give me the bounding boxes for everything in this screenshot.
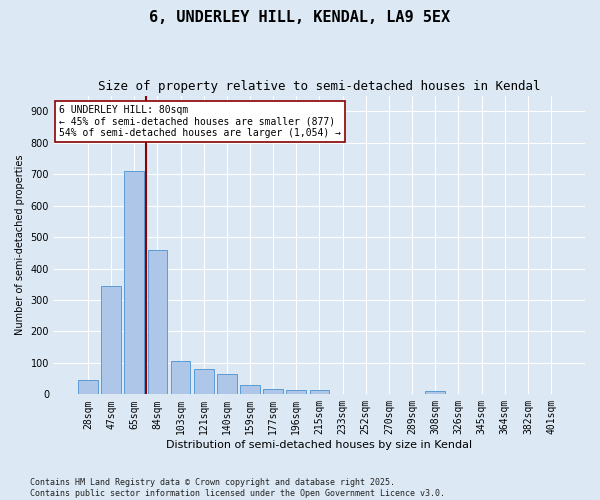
Bar: [217, 374, 236, 394]
Bar: [124, 171, 144, 394]
Bar: [101, 286, 121, 395]
Bar: [194, 369, 214, 394]
Y-axis label: Number of semi-detached properties: Number of semi-detached properties: [15, 154, 25, 335]
Bar: [240, 385, 260, 394]
Bar: [425, 391, 445, 394]
Bar: [78, 380, 98, 394]
Text: 6, UNDERLEY HILL, KENDAL, LA9 5EX: 6, UNDERLEY HILL, KENDAL, LA9 5EX: [149, 10, 451, 25]
Title: Size of property relative to semi-detached houses in Kendal: Size of property relative to semi-detach…: [98, 80, 541, 93]
Bar: [263, 388, 283, 394]
Bar: [286, 390, 306, 394]
X-axis label: Distribution of semi-detached houses by size in Kendal: Distribution of semi-detached houses by …: [166, 440, 473, 450]
Text: Contains HM Land Registry data © Crown copyright and database right 2025.
Contai: Contains HM Land Registry data © Crown c…: [30, 478, 445, 498]
Bar: [310, 390, 329, 394]
Bar: [170, 362, 190, 394]
Text: 6 UNDERLEY HILL: 80sqm
← 45% of semi-detached houses are smaller (877)
54% of se: 6 UNDERLEY HILL: 80sqm ← 45% of semi-det…: [59, 104, 341, 138]
Bar: [148, 250, 167, 394]
